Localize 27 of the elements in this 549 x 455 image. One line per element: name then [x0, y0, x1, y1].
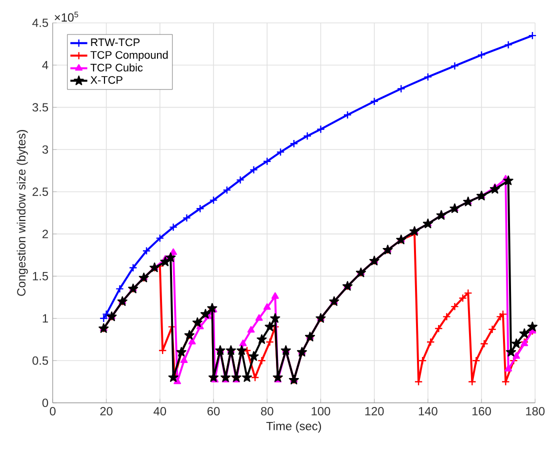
y-tick-label: 1: [42, 314, 48, 323]
x-axis-title: Time (sec): [266, 422, 322, 433]
legend-label: TCP Compound: [90, 51, 168, 62]
legend-label: TCP Cubic: [90, 64, 143, 72]
x-tick-label: 180: [526, 407, 545, 416]
y-tick-label: 2: [42, 230, 48, 238]
x-tick-label: 20: [100, 407, 112, 416]
y-tick-label: 1.5: [32, 272, 48, 281]
y-tick-label: 3: [42, 146, 48, 154]
legend-label: X-TCP: [90, 76, 122, 84]
x-tick-label: 120: [365, 407, 384, 416]
x-tick-label: 40: [154, 407, 166, 416]
y-tick-label: 4: [42, 61, 48, 70]
y-tick-label: 0.5: [32, 356, 48, 366]
x-tick-label: 80: [261, 407, 274, 416]
x-tick-label: 60: [208, 407, 220, 416]
y-tick-label: 3.5: [32, 103, 48, 112]
y-tick-label: 2.5: [32, 188, 48, 196]
x-tick-label: 140: [418, 407, 438, 416]
x-tick-label: 0: [50, 407, 56, 416]
y-tick-label: 0: [42, 398, 48, 408]
text: ×10$^{5}$: [54, 12, 78, 22]
y-axis-title: Congestion window size (bytes): [16, 130, 28, 296]
x-tick-label: 160: [472, 407, 491, 416]
x-tick-label: 100: [312, 407, 330, 416]
legend-label: RTW-TCP: [91, 38, 140, 46]
y-tick-label: 4.5: [32, 18, 48, 28]
